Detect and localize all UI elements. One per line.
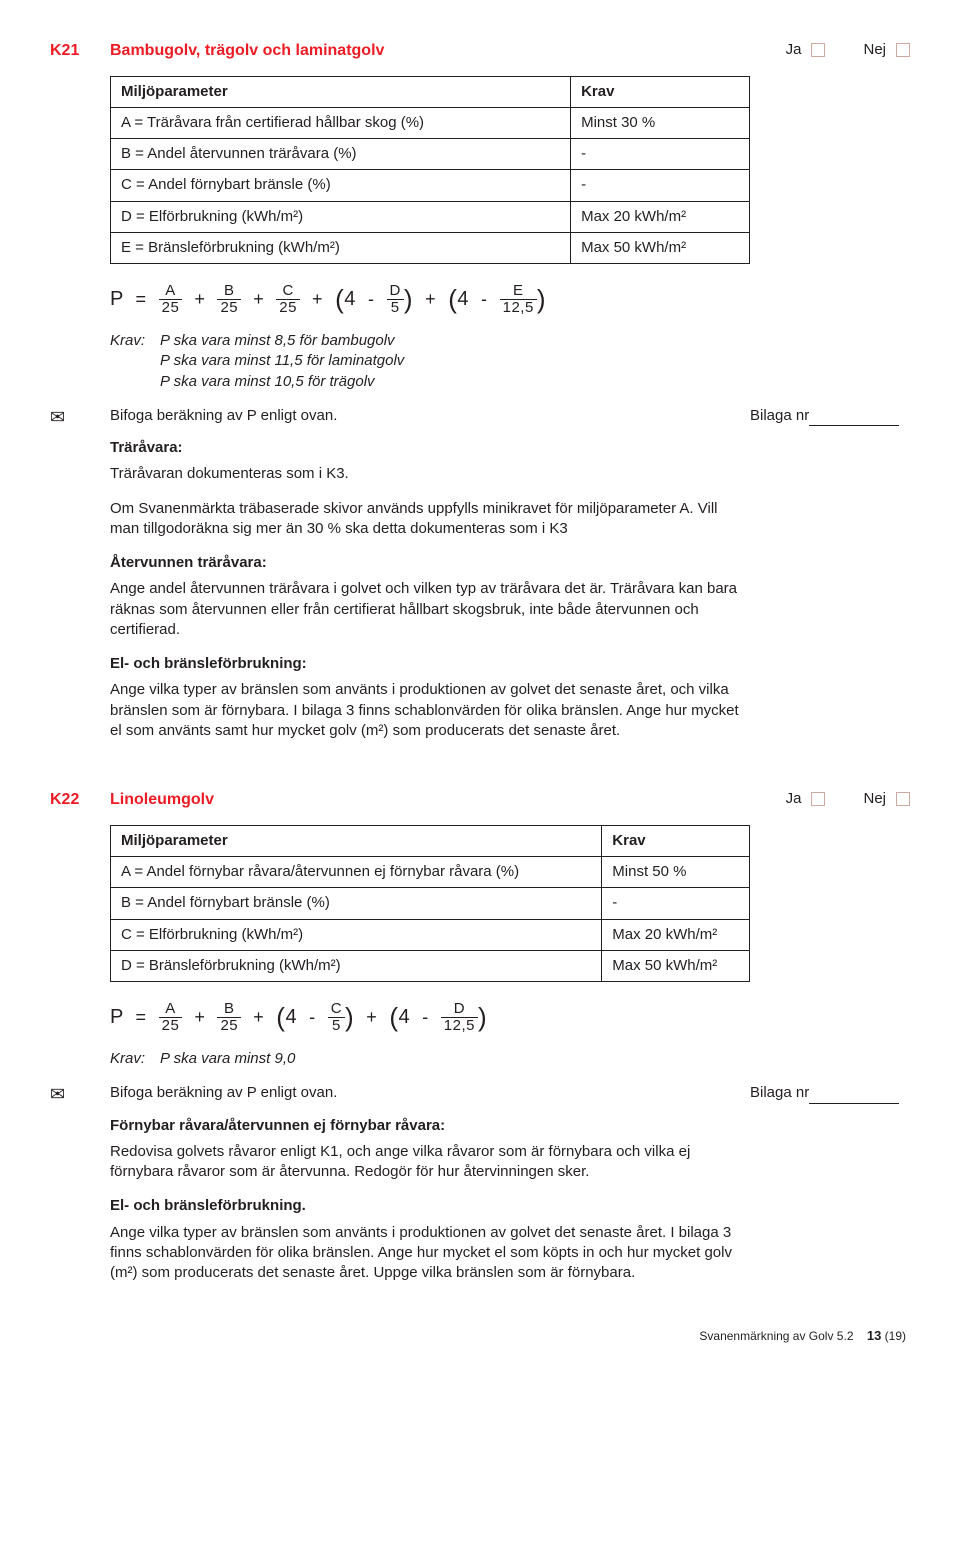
subheading: Återvunnen träråvara: xyxy=(110,553,750,573)
nej-label: Nej xyxy=(863,40,886,60)
bilaga-field[interactable] xyxy=(809,1103,899,1104)
table-cell: D = Bränsleförbrukning (kWh/m²) xyxy=(111,950,602,981)
formula-P: P xyxy=(110,288,123,310)
nej-checkbox[interactable] xyxy=(896,792,910,806)
table-header: Miljöparameter xyxy=(111,76,571,107)
k22-parameter-table: Miljöparameter Krav A = Andel förnybar r… xyxy=(110,825,750,982)
ja-nej-group: Ja Nej xyxy=(786,789,910,809)
bifoga-text: Bifoga beräkning av P enligt ovan. xyxy=(110,1083,734,1103)
table-header: Miljöparameter xyxy=(111,825,602,856)
table-cell: - xyxy=(571,139,750,170)
ja-nej-group: Ja Nej xyxy=(786,40,910,60)
table-cell: E = Bränsleförbrukning (kWh/m²) xyxy=(111,232,571,263)
paragraph: Ange vilka typer av bränslen som använts… xyxy=(110,680,750,741)
k22-formula: P = A25 + B25 + (4 - C5) + (4 - D12,5) xyxy=(110,1000,750,1035)
nej-checkbox[interactable] xyxy=(896,43,910,57)
table-cell: Max 50 kWh/m² xyxy=(571,232,750,263)
footer-text: Svanenmärkning av Golv 5.2 xyxy=(699,1329,853,1343)
bilaga-label: Bilaga nr xyxy=(750,1083,899,1103)
bifoga-text: Bifoga beräkning av P enligt ovan. xyxy=(110,406,734,426)
table-cell: B = Andel förnybart bränsle (%) xyxy=(111,888,602,919)
table-cell: - xyxy=(602,888,750,919)
footer-total: (19) xyxy=(885,1329,906,1343)
table-cell: A = Andel förnybar råvara/återvunnen ej … xyxy=(111,857,602,888)
page-footer: Svanenmärkning av Golv 5.2 13 (19) xyxy=(50,1327,910,1345)
table-header: Krav xyxy=(571,76,750,107)
paragraph: Ange vilka typer av bränslen som använts… xyxy=(110,1223,750,1284)
subheading: Träråvara: xyxy=(110,438,750,458)
ja-label: Ja xyxy=(786,789,802,809)
paragraph: Ange andel återvunnen träråvara i golvet… xyxy=(110,579,750,640)
formula-P: P xyxy=(110,1006,123,1028)
krav-line: P ska vara minst 9,0 xyxy=(160,1049,295,1069)
ja-checkbox[interactable] xyxy=(811,792,825,806)
krav-line: P ska vara minst 8,5 för bambugolv xyxy=(160,331,404,351)
k21-parameter-table: Miljöparameter Krav A = Träråvara från c… xyxy=(110,76,750,265)
k22-content: Miljöparameter Krav A = Andel förnybar r… xyxy=(110,825,750,1070)
table-cell: B = Andel återvunnen träråvara (%) xyxy=(111,139,571,170)
attachment-icon: ✉ xyxy=(50,406,110,426)
k21-formula: P = A25 + B25 + C25 + (4 - D5) + (4 - E1… xyxy=(110,282,750,317)
table-cell: Max 20 kWh/m² xyxy=(602,919,750,950)
table-cell: C = Andel förnybart bränsle (%) xyxy=(111,170,571,201)
krav-line: P ska vara minst 10,5 för trägolv xyxy=(160,372,404,392)
section-title: Bambugolv, trägolv och laminatgolv xyxy=(110,40,786,62)
table-cell: - xyxy=(571,170,750,201)
formula-eq: = xyxy=(130,289,153,309)
ja-checkbox[interactable] xyxy=(811,43,825,57)
section-code: K21 xyxy=(50,40,110,62)
footer-page: 13 xyxy=(867,1328,881,1343)
table-cell: Max 20 kWh/m² xyxy=(571,201,750,232)
section-title: Linoleumgolv xyxy=(110,789,786,811)
nej-label: Nej xyxy=(863,789,886,809)
k21-requirements: Krav: P ska vara minst 8,5 för bambugolv… xyxy=(110,331,750,392)
table-cell: D = Elförbrukning (kWh/m²) xyxy=(111,201,571,232)
table-cell: Max 50 kWh/m² xyxy=(602,950,750,981)
table-cell: Minst 50 % xyxy=(602,857,750,888)
k22-requirements: Krav: P ska vara minst 9,0 xyxy=(110,1049,750,1069)
table-cell: C = Elförbrukning (kWh/m²) xyxy=(111,919,602,950)
k21-content: Miljöparameter Krav A = Träråvara från c… xyxy=(110,76,750,392)
subheading: El- och bränsleförbrukning. xyxy=(110,1196,750,1216)
table-cell: Minst 30 % xyxy=(571,107,750,138)
table-header: Krav xyxy=(602,825,750,856)
table-cell: A = Träråvara från certifierad hållbar s… xyxy=(111,107,571,138)
subheading: El- och bränsleförbrukning: xyxy=(110,654,750,674)
section-code: K22 xyxy=(50,789,110,811)
bilaga-field[interactable] xyxy=(809,425,899,426)
formula-eq: = xyxy=(130,1007,153,1027)
ja-label: Ja xyxy=(786,40,802,60)
section-header-k21: K21 Bambugolv, trägolv och laminatgolv J… xyxy=(50,40,910,62)
paragraph: Om Svanenmärkta träbaserade skivor använ… xyxy=(110,499,750,540)
krav-label: Krav: xyxy=(110,1049,160,1069)
attachment-icon: ✉ xyxy=(50,1083,110,1103)
section-header-k22: K22 Linoleumgolv Ja Nej xyxy=(50,789,910,811)
paragraph: Träråvaran dokumenteras som i K3. xyxy=(110,464,750,484)
subheading: Förnybar råvara/återvunnen ej förnybar r… xyxy=(110,1116,750,1136)
bilaga-label: Bilaga nr xyxy=(750,406,899,426)
krav-label: Krav: xyxy=(110,331,160,392)
krav-line: P ska vara minst 11,5 för laminatgolv xyxy=(160,351,404,371)
paragraph: Redovisa golvets råvaror enligt K1, och … xyxy=(110,1142,750,1183)
